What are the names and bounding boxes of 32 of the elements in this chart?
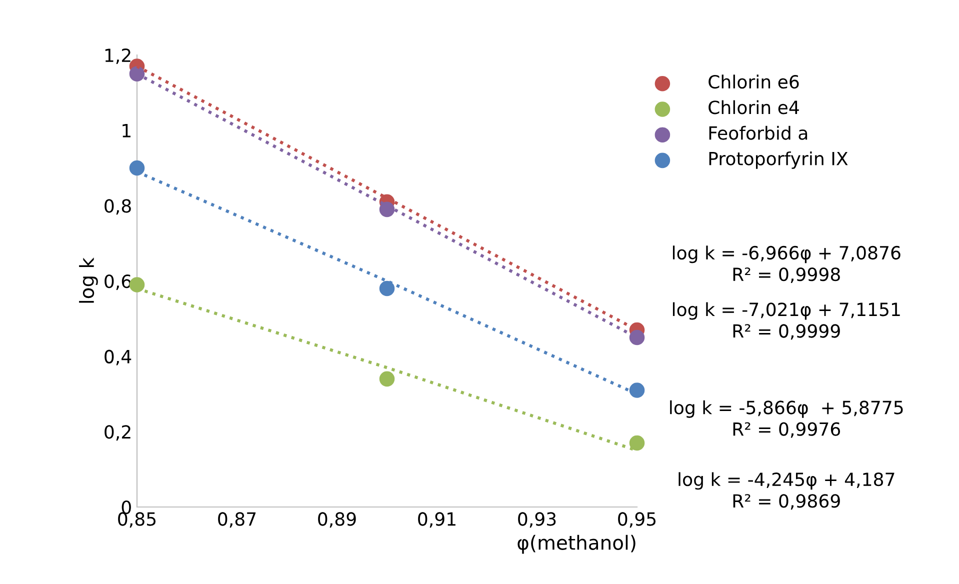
x-tick-label: 0,93 bbox=[518, 512, 556, 528]
point bbox=[629, 435, 645, 451]
legend-label: Chlorin e6 bbox=[708, 74, 799, 89]
y-tick-label: 0,4 bbox=[104, 350, 132, 366]
y-tick-label: 0,8 bbox=[104, 199, 131, 215]
point bbox=[129, 66, 145, 82]
x-tick-label: 0,95 bbox=[618, 512, 656, 528]
text: log k = -6,966φ + 7,0876 R² = 0,9998 bbox=[672, 246, 900, 284]
legend-label: Protoporfyrin IX bbox=[709, 151, 848, 169]
point bbox=[129, 277, 145, 292]
x-tick-label: 0,89 bbox=[318, 512, 356, 528]
y-tick-label: 0,6 bbox=[104, 274, 132, 290]
point bbox=[379, 371, 395, 387]
y-tick-label: 1,2 bbox=[105, 48, 130, 64]
legend-label: Feoforbid a bbox=[709, 126, 808, 140]
text: log k = -7,021φ + 7,1151 R² = 0,9999 bbox=[672, 302, 900, 340]
x-tick-label: 0,91 bbox=[418, 512, 456, 528]
y-tick-label: 1 bbox=[122, 124, 130, 138]
point bbox=[629, 330, 645, 346]
legend-label: Chlorin e4 bbox=[708, 100, 799, 114]
point bbox=[379, 202, 395, 218]
y-axis-title: log k bbox=[79, 258, 98, 303]
y-tick-label: 0 bbox=[122, 500, 131, 514]
point bbox=[379, 280, 395, 296]
point bbox=[129, 160, 145, 176]
text: log k = -5,866φ + 5,8775 R² = 0,9976 bbox=[670, 400, 903, 438]
point bbox=[629, 382, 645, 398]
x-tick-label: 0,85 bbox=[118, 512, 156, 528]
y-tick-label: 0,2 bbox=[104, 425, 130, 441]
text: log k = -4,245φ + 4,187 R² = 0,9869 bbox=[678, 472, 894, 510]
x-tick-label: 0,87 bbox=[218, 512, 256, 528]
x-axis-title: φ(methanol) bbox=[518, 534, 636, 554]
